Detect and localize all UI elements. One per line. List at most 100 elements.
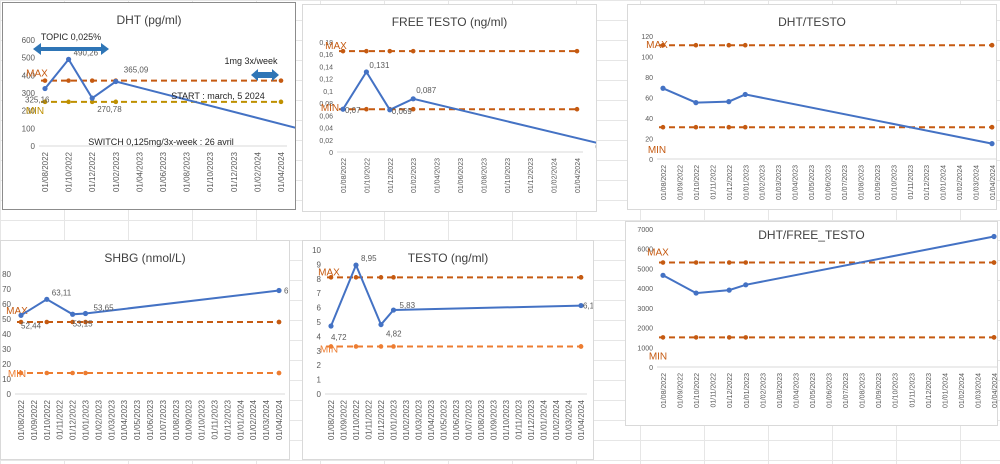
dht-testo-chart-svg: DHT/TESTO 0 20 40 60 80 100 120 01/08/2022 01/09/… — [641, 15, 996, 200]
x-tick-label: 01/09/2022 — [340, 399, 349, 440]
data-label: 270,78 — [97, 105, 122, 114]
data-label: 63,11 — [52, 288, 72, 297]
x-tick-label: 01/08/2023 — [481, 158, 488, 193]
max-reference-marker — [410, 48, 416, 54]
x-tick-label: 01/08/2022 — [661, 373, 668, 408]
min-label: MIN — [26, 106, 44, 117]
y-tick-label: 10 — [2, 375, 11, 384]
x-tick-label: 01/03/2024 — [262, 399, 271, 440]
free-testo-chart[interactable]: FREE TESTO (ng/ml) 0 0,02 0,04 0,06 0,08 0,1 0,… — [302, 4, 597, 212]
y-tick-label: 100 — [22, 124, 36, 133]
x-tick-label: 01/09/2023 — [185, 399, 194, 440]
max-reference-marker — [743, 260, 749, 265]
double-arrow-topic-icon — [33, 43, 109, 55]
testo-chart[interactable]: TESTO (ng/ml) 0 1 2 3 4 5 6 7 8 9 10 01/08/2022 01/09… — [302, 240, 594, 460]
data-point — [276, 287, 282, 294]
max-reference-marker — [726, 260, 732, 265]
x-tick-label: 01/04/2024 — [577, 399, 586, 440]
y-tick-label: 2000 — [637, 326, 653, 333]
max-label: MAX — [646, 40, 668, 51]
min-reference-marker — [42, 99, 48, 105]
chart-title: DHT/FREE_TESTO — [758, 228, 864, 242]
y-tick-label: 120 — [641, 34, 653, 41]
data-label: 325,16 — [25, 96, 50, 105]
max-reference-marker — [340, 48, 346, 54]
min-reference-marker — [660, 124, 666, 130]
x-tick-label: 01/03/2024 — [974, 165, 981, 200]
min-reference-marker — [83, 370, 88, 376]
max-reference-marker — [89, 78, 95, 83]
data-point — [726, 99, 732, 105]
data-point — [989, 141, 995, 147]
x-tick-label: 01/12/2023 — [527, 399, 536, 440]
data-point — [70, 311, 76, 317]
data-label: 365,09 — [124, 66, 149, 75]
data-point — [660, 85, 666, 91]
x-tick-label: 01/02/2023 — [112, 151, 121, 192]
x-tick-label: 01/10/2022 — [694, 165, 701, 200]
series-line — [662, 87, 993, 145]
min-reference-marker — [278, 99, 284, 105]
min-reference-marker — [726, 124, 732, 130]
x-tick-label: 01/02/2023 — [94, 399, 103, 440]
x-tick-label: 01/07/2023 — [842, 165, 849, 200]
x-tick-label: 01/12/2022 — [727, 165, 734, 200]
y-tick-label: 60 — [2, 300, 11, 309]
chart-title: TESTO (ng/ml) — [408, 251, 488, 265]
max-reference-marker — [693, 42, 699, 48]
y-tick-label: 0,06 — [319, 113, 333, 120]
x-tick-label: 01/05/2023 — [809, 165, 816, 200]
x-tick-label: 01/08/2023 — [477, 399, 486, 440]
y-tick-label: 40 — [2, 330, 11, 339]
series-line — [330, 262, 582, 327]
x-tick-label: 01/06/2023 — [827, 373, 834, 408]
y-tick-label: 80 — [2, 270, 11, 279]
x-tick-label: 01/02/2023 — [760, 373, 767, 408]
x-tick-label: 01/02/2023 — [411, 158, 418, 193]
y-tick-label: 9 — [317, 260, 322, 269]
x-tick-label: 01/02/2024 — [552, 158, 559, 193]
y-tick-label: 3000 — [637, 306, 653, 313]
x-tick-label: 01/04/2023 — [435, 158, 442, 193]
data-point — [578, 302, 584, 309]
x-tick-label: 01/05/2023 — [810, 373, 817, 408]
x-tick-label: 01/01/2024 — [236, 399, 245, 440]
min-label: MIN — [649, 351, 667, 362]
data-label: 4,82 — [386, 330, 402, 339]
y-tick-label: 0 — [329, 150, 333, 157]
max-reference-marker — [278, 78, 284, 83]
x-tick-label: 01/02/2023 — [760, 165, 767, 200]
y-tick-label: 10 — [312, 246, 321, 255]
y-tick-label: 0,08 — [319, 101, 333, 108]
x-tick-label: 01/11/2023 — [515, 399, 524, 439]
testo-chart-svg: TESTO (ng/ml) 0 1 2 3 4 5 6 7 8 9 10 01/08/2022 01/09… — [312, 246, 593, 440]
x-tick-label: 01/08/2022 — [661, 165, 668, 200]
y-tick-label: 0 — [649, 157, 653, 164]
y-tick-label: 20 — [645, 137, 653, 144]
free-testo-chart-svg: FREE TESTO (ng/ml) 0 0,02 0,04 0,06 0,08 0,1 0,… — [319, 15, 596, 193]
x-tick-label: 01/02/2023 — [402, 399, 411, 440]
x-tick-label: 01/08/2022 — [327, 399, 336, 440]
dht-chart[interactable]: DHT (pg/ml) 0 100 200 300 400 500 600 01/08/2022… — [2, 2, 296, 210]
max-label: MAX — [26, 69, 48, 80]
max-reference-marker — [83, 319, 88, 325]
x-tick-label: 01/01/2024 — [942, 373, 949, 408]
min-reference-marker — [328, 344, 334, 349]
min-label: MIN — [320, 344, 338, 355]
chart-title: DHT/TESTO — [778, 15, 846, 29]
x-tick-label: 01/09/2023 — [490, 399, 499, 440]
shbg-chart-svg: SHBG (nmol/L) 0 10 20 30 40 50 60 70 80 01/08/2022… — [2, 251, 289, 440]
shbg-chart[interactable]: SHBG (nmol/L) 0 10 20 30 40 50 60 70 80 01/08/2022… — [0, 240, 290, 460]
x-tick-label: 01/01/2023 — [82, 399, 91, 440]
data-point — [89, 95, 95, 101]
y-tick-label: 0,04 — [319, 126, 333, 133]
data-label: 4,72 — [331, 333, 347, 342]
y-tick-label: 0,02 — [319, 138, 333, 145]
y-tick-label: 5 — [317, 318, 322, 327]
x-tick-label: 01/02/2024 — [552, 399, 561, 440]
y-tick-label: 8 — [317, 275, 322, 284]
dht-testo-chart[interactable]: DHT/TESTO 0 20 40 60 80 100 120 01/08/2022 01/09/… — [627, 4, 997, 210]
min-reference-marker — [410, 106, 416, 112]
x-tick-label: 01/10/2022 — [364, 158, 371, 193]
dht-free-testo-chart[interactable]: DHT/FREE_TESTO 0 1000 2000 3000 4000 5000 6000 7… — [625, 221, 998, 426]
